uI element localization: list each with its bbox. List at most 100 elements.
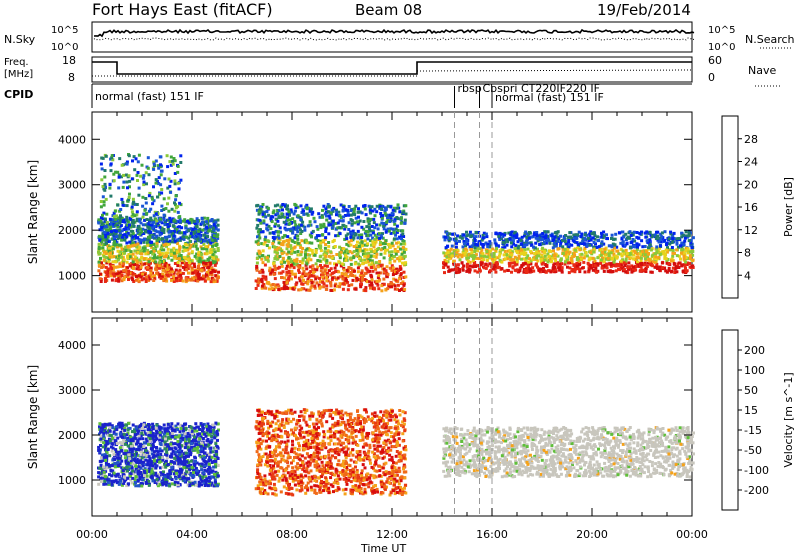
power-cell bbox=[360, 240, 364, 244]
power-cell bbox=[564, 234, 568, 237]
power-cell bbox=[554, 259, 558, 263]
power-cell bbox=[150, 195, 154, 199]
power-cell bbox=[159, 173, 163, 177]
power-cell bbox=[162, 228, 166, 231]
power-cell bbox=[615, 256, 619, 260]
power-cell bbox=[206, 257, 210, 261]
power-cell bbox=[307, 241, 311, 245]
power-cell bbox=[144, 257, 148, 260]
power-cell bbox=[132, 266, 135, 270]
power-cell bbox=[311, 251, 315, 255]
power-cell bbox=[148, 218, 152, 222]
power-cell bbox=[480, 256, 484, 260]
power-cell bbox=[325, 279, 329, 283]
power-cell bbox=[522, 241, 526, 245]
power-cell bbox=[461, 251, 465, 254]
power-cell bbox=[528, 267, 532, 271]
power-cell bbox=[287, 241, 291, 245]
power-cell bbox=[396, 269, 400, 273]
power-cell bbox=[481, 233, 485, 237]
power-cell bbox=[342, 205, 346, 209]
power-cell bbox=[287, 277, 291, 281]
power-cell bbox=[527, 241, 531, 245]
power-cell bbox=[152, 247, 156, 250]
power-cell bbox=[134, 278, 138, 282]
power-cell bbox=[606, 256, 610, 260]
power-cell bbox=[144, 277, 148, 281]
power-cell bbox=[134, 234, 137, 238]
power-cell bbox=[157, 266, 161, 270]
power-cell bbox=[215, 256, 219, 260]
power-cell bbox=[132, 201, 136, 205]
power-cell bbox=[378, 236, 382, 240]
power-cell bbox=[337, 270, 341, 274]
power-cell bbox=[551, 256, 555, 260]
power-cell bbox=[677, 266, 681, 269]
power-cell bbox=[169, 273, 173, 277]
power-cell bbox=[510, 245, 514, 249]
power-cell bbox=[324, 243, 328, 246]
velocity-cell bbox=[211, 469, 215, 473]
power-cell bbox=[392, 272, 396, 275]
power-cell bbox=[644, 266, 648, 270]
power-cell bbox=[523, 248, 527, 252]
power-cell bbox=[669, 232, 673, 236]
power-cell bbox=[100, 226, 104, 229]
power-cell bbox=[339, 203, 343, 207]
power-cell bbox=[261, 249, 265, 253]
power-cell bbox=[629, 234, 633, 237]
power-cell bbox=[366, 242, 370, 246]
power-cell bbox=[501, 235, 505, 239]
power-cell bbox=[676, 245, 680, 249]
power-cell bbox=[556, 240, 560, 243]
power-cell bbox=[119, 245, 123, 249]
nsky-label: N.Sky bbox=[4, 33, 36, 46]
power-cell bbox=[471, 259, 475, 263]
power-cell bbox=[176, 272, 180, 276]
power-cell bbox=[147, 274, 151, 278]
power-cell bbox=[388, 266, 392, 270]
power-cell bbox=[392, 230, 396, 234]
power-cell bbox=[568, 243, 572, 247]
power-cell bbox=[466, 242, 470, 246]
power-cell bbox=[319, 285, 323, 289]
power-cell bbox=[216, 228, 220, 232]
power-cell bbox=[153, 274, 157, 278]
power-cell bbox=[112, 224, 116, 228]
power-cell bbox=[639, 269, 643, 273]
power-cell bbox=[187, 278, 191, 282]
power-cell bbox=[638, 252, 642, 256]
power-cell bbox=[157, 176, 161, 180]
power-cell bbox=[458, 270, 462, 274]
power-cell bbox=[137, 280, 141, 284]
power-cell bbox=[103, 280, 107, 283]
power-cell bbox=[396, 249, 400, 253]
power-cell bbox=[136, 242, 140, 246]
power-cell bbox=[117, 271, 121, 275]
power-cell bbox=[375, 279, 379, 283]
power-cell bbox=[293, 220, 297, 224]
power-cell bbox=[372, 243, 375, 246]
power-cell bbox=[401, 257, 404, 260]
power-cell bbox=[371, 209, 375, 213]
power-cell bbox=[666, 258, 670, 261]
power-cell bbox=[280, 215, 284, 219]
power-cell bbox=[340, 272, 344, 275]
power-cell bbox=[165, 279, 169, 283]
power-cell bbox=[157, 166, 161, 170]
power-cell bbox=[123, 233, 127, 237]
power-cell bbox=[618, 231, 622, 235]
power-cell bbox=[294, 206, 298, 209]
power-cell bbox=[329, 284, 333, 288]
power-cell bbox=[637, 243, 641, 247]
power-cell bbox=[369, 217, 373, 221]
power-cell bbox=[319, 239, 323, 243]
power-cell bbox=[336, 226, 340, 230]
power-cell bbox=[187, 228, 191, 232]
power-cell bbox=[664, 269, 668, 273]
power-cell bbox=[603, 250, 607, 254]
power-cell bbox=[315, 281, 319, 285]
power-cell bbox=[129, 229, 133, 233]
power-cell bbox=[98, 251, 102, 255]
power-cell bbox=[276, 234, 280, 238]
